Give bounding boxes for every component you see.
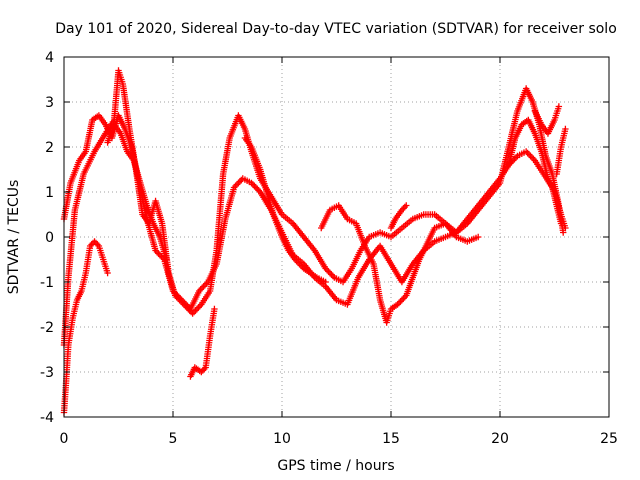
y-tick-label: -1 bbox=[40, 275, 54, 291]
data-point bbox=[528, 154, 536, 161]
data-point bbox=[322, 278, 329, 286]
y-tick-label: 1 bbox=[45, 185, 54, 201]
data-point bbox=[297, 262, 305, 269]
series-trace-6 bbox=[318, 202, 482, 326]
data-point bbox=[193, 305, 201, 313]
y-tick-label: -2 bbox=[40, 320, 54, 336]
data-point bbox=[555, 103, 563, 110]
data-point bbox=[328, 271, 335, 278]
data-point bbox=[192, 307, 199, 314]
y-tick-label: 2 bbox=[45, 140, 54, 156]
y-tick-label: -4 bbox=[40, 410, 54, 426]
data-point bbox=[252, 184, 260, 191]
data-point bbox=[397, 298, 404, 305]
data-point bbox=[235, 179, 242, 187]
x-tick-label: 10 bbox=[273, 431, 291, 447]
data-point bbox=[325, 268, 332, 275]
chart-title: Day 101 of 2020, Sidereal Day-to-day VTE… bbox=[55, 21, 617, 37]
data-point bbox=[562, 125, 569, 133]
series-trace-11 bbox=[104, 121, 170, 263]
data-point bbox=[155, 250, 162, 257]
data-point bbox=[326, 269, 334, 277]
data-point bbox=[400, 295, 407, 302]
axis-ticks: 0 5 10 15 20 25 -4 -3 -2 -1 0 1 2 3 4 bbox=[40, 50, 618, 447]
data-point bbox=[92, 239, 100, 247]
series-trace-8 bbox=[505, 116, 569, 232]
data-point bbox=[211, 305, 218, 313]
x-axis-title: GPS time / hours bbox=[277, 458, 394, 474]
data-point bbox=[562, 224, 569, 232]
data-point bbox=[251, 182, 258, 190]
series-trace-7 bbox=[387, 202, 410, 232]
series-trace-5 bbox=[241, 134, 329, 286]
data-point bbox=[201, 281, 209, 289]
y-tick-label: 0 bbox=[45, 230, 54, 246]
x-tick-label: 15 bbox=[382, 431, 400, 447]
y-axis-title: SDTVAR / TECUs bbox=[6, 180, 22, 295]
y-tick-label: -3 bbox=[40, 365, 54, 381]
data-point bbox=[403, 202, 410, 209]
data-points bbox=[60, 67, 569, 416]
series-trace-4 bbox=[187, 305, 218, 380]
data-point bbox=[91, 238, 98, 245]
data-point bbox=[104, 269, 111, 277]
series-trace-3 bbox=[60, 238, 111, 416]
data-point bbox=[401, 203, 409, 211]
data-point bbox=[475, 233, 482, 241]
data-point bbox=[198, 284, 206, 292]
data-point bbox=[163, 256, 170, 263]
data-point bbox=[199, 367, 206, 374]
x-tick-label: 0 bbox=[60, 431, 69, 447]
x-tick-label: 20 bbox=[491, 431, 509, 447]
data-point bbox=[527, 152, 534, 160]
y-tick-label: 3 bbox=[45, 95, 54, 111]
y-tick-label: 4 bbox=[45, 50, 54, 66]
grid bbox=[64, 57, 609, 417]
data-point bbox=[200, 283, 207, 290]
series-trace-10 bbox=[553, 125, 569, 178]
x-tick-label: 25 bbox=[600, 431, 618, 447]
data-point bbox=[195, 304, 202, 311]
x-tick-label: 5 bbox=[169, 431, 178, 447]
data-point bbox=[398, 296, 406, 304]
data-point bbox=[524, 149, 531, 157]
series-trace-9 bbox=[531, 103, 563, 137]
series-trace-1 bbox=[60, 67, 567, 349]
data-point bbox=[254, 185, 261, 193]
data-point bbox=[560, 229, 567, 236]
data-point bbox=[233, 181, 241, 188]
